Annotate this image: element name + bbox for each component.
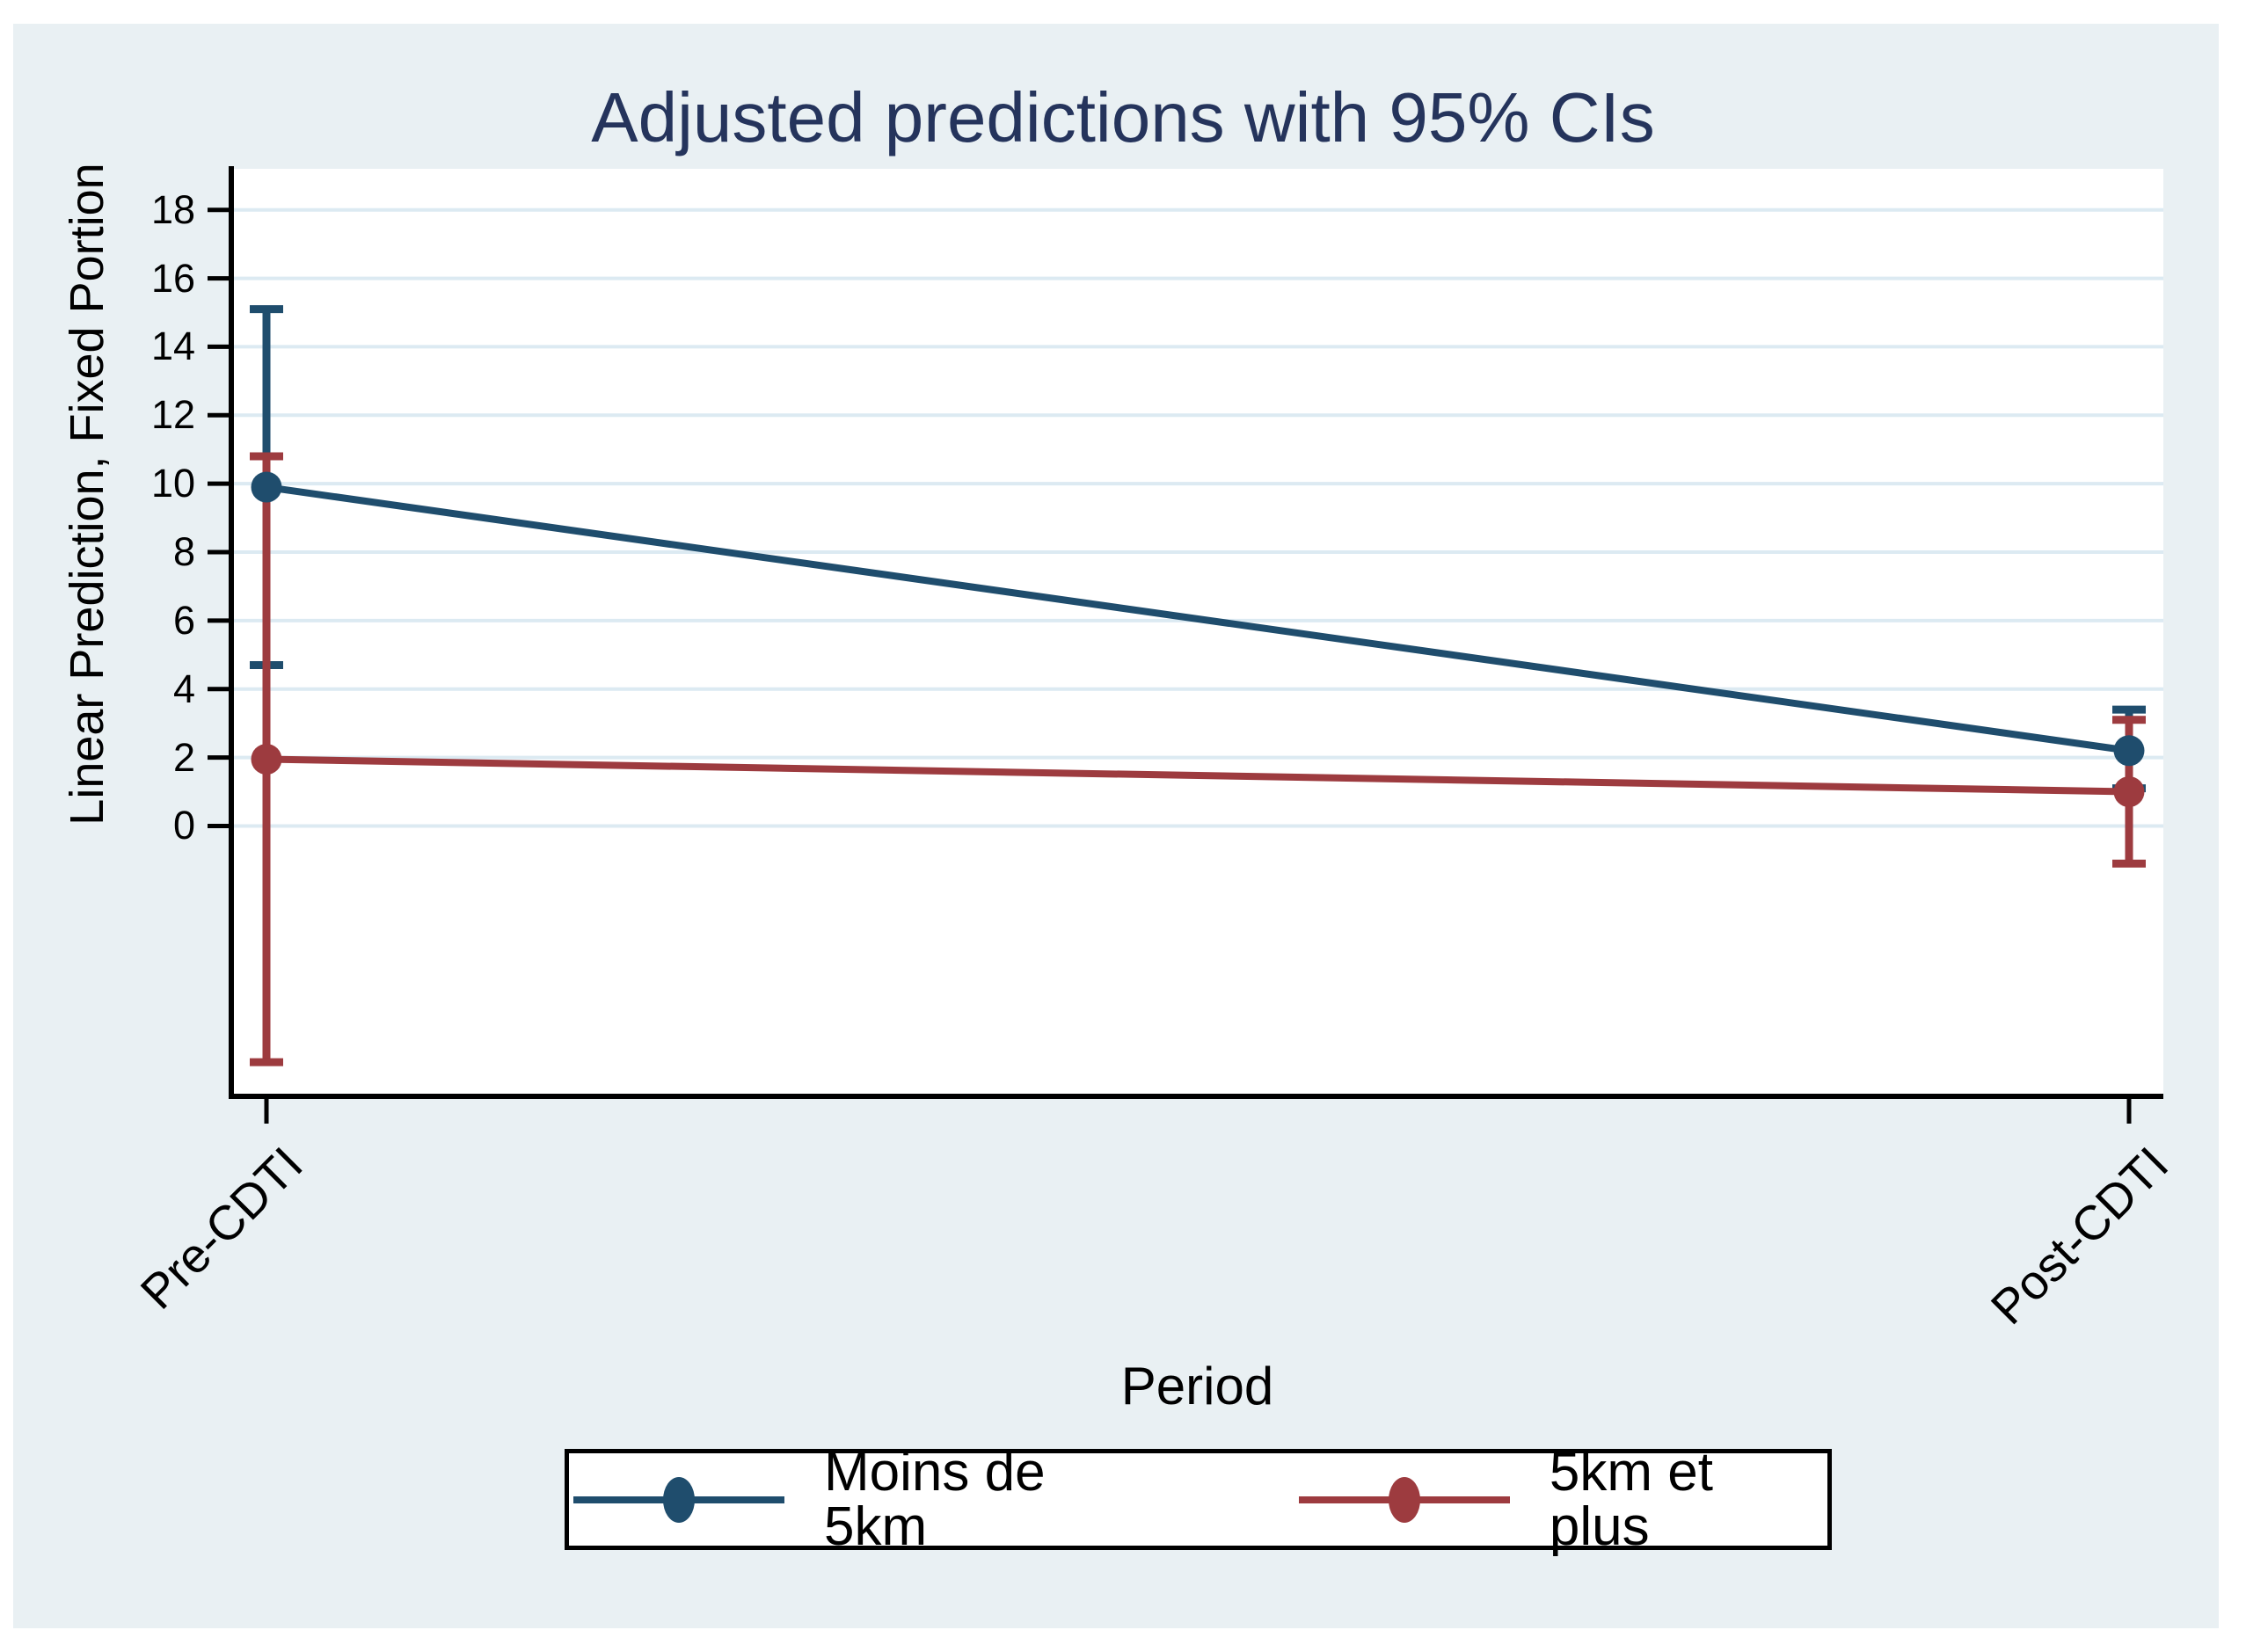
navy-line-marker-icon bbox=[573, 1476, 784, 1523]
legend-marker bbox=[1388, 1476, 1420, 1523]
data-point bbox=[251, 744, 282, 775]
plot-background bbox=[231, 169, 2163, 1096]
y-tick-label: 12 bbox=[150, 392, 195, 438]
x-axis-title: Period bbox=[1120, 1357, 1274, 1415]
series-line-navy bbox=[266, 484, 2130, 754]
y-tick-label: 8 bbox=[172, 529, 195, 574]
y-tick-label: 10 bbox=[150, 461, 195, 506]
y-tick-label: 18 bbox=[150, 186, 195, 232]
legend-label: Moins de 5km bbox=[824, 1441, 1046, 1557]
legend-marker bbox=[663, 1476, 695, 1523]
y-tick-label: 14 bbox=[150, 324, 195, 369]
chart-title: Adjusted predictions with 95% CIs bbox=[591, 78, 1655, 156]
legend-entry-5km-et-plus: 5km et plus bbox=[1294, 1445, 1827, 1554]
y-tick-label: 4 bbox=[172, 666, 195, 711]
y-tick-label: 16 bbox=[150, 255, 195, 301]
maroon-line-marker-icon bbox=[1298, 1476, 1510, 1523]
legend-label: 5km et plus bbox=[1549, 1441, 1713, 1557]
y-tick-label: 2 bbox=[172, 734, 195, 780]
data-point bbox=[2113, 735, 2145, 767]
y-tick-label: 0 bbox=[172, 803, 195, 848]
series-line-maroon bbox=[266, 755, 2130, 796]
legend-entry-moins-de-5km: Moins de 5km bbox=[569, 1445, 1163, 1554]
data-point bbox=[251, 471, 282, 503]
data-point bbox=[2113, 776, 2145, 808]
y-tick-label: 6 bbox=[172, 597, 195, 643]
legend: Moins de 5km 5km et plus bbox=[565, 1445, 1832, 1554]
